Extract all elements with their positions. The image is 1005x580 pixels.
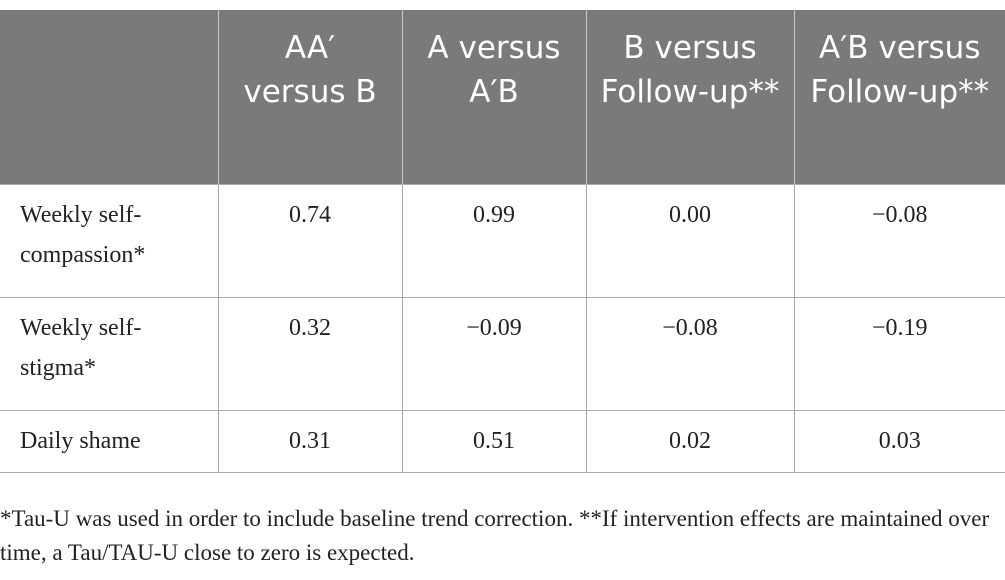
header-empty-cell [0,10,218,184]
table-cell: −0.08 [793,183,1005,297]
table-cell: 0.51 [401,409,586,473]
header-row: AA′ versus B A versus A′B B versus Follo… [0,10,1005,184]
header-b-vs-followup: B versus Follow-up** [585,10,794,184]
table-row: Weekly self-compassion* 0.74 0.99 0.00 −… [0,183,1005,297]
table-footnote: *Tau-U was used in order to include base… [0,506,990,565]
table-cell: 0.99 [401,183,586,297]
table-cell: −0.08 [585,296,794,410]
table-row: Daily shame 0.31 0.51 0.02 0.03 [0,409,1005,473]
table-cell: −0.09 [401,296,586,410]
header-aa-vs-b: AA′ versus B [217,10,402,184]
table-cell: −0.19 [793,296,1005,410]
table-row: Weekly self-stigma* 0.32 −0.09 −0.08 −0.… [0,296,1005,410]
row-label: Weekly self-compassion* [0,183,218,297]
table-cell: 0.02 [585,409,794,473]
results-table: AA′ versus B A versus A′B B versus Follo… [0,10,1005,473]
table-cell: 0.03 [793,409,1005,473]
table-cell: 0.00 [585,183,794,297]
header-ab-vs-followup: A′B versus Follow-up** [793,10,1005,184]
table-cell: 0.31 [217,409,402,473]
table-cell: 0.74 [217,183,402,297]
row-label: Weekly self-stigma* [0,296,218,410]
row-label: Daily shame [0,409,218,473]
header-a-vs-ab: A versus A′B [401,10,586,184]
table-cell: 0.32 [217,296,402,410]
